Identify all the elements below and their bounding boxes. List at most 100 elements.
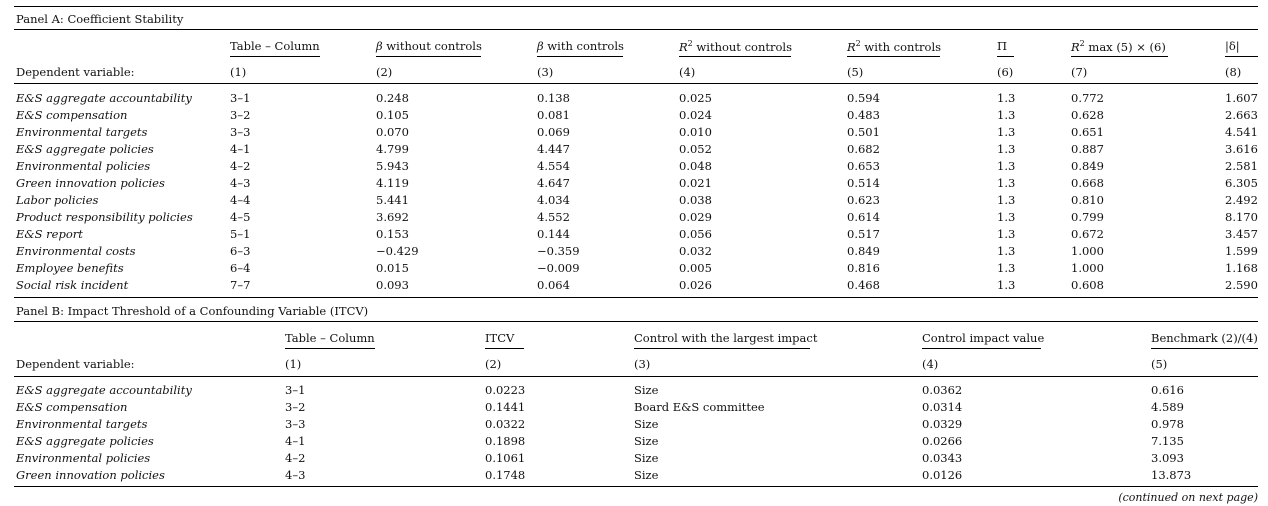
table-cell: 1.168 bbox=[1225, 261, 1258, 275]
panel-b-title: Panel B: Impact Threshold of a Confoundi… bbox=[16, 304, 369, 318]
table-cell: 3–3 bbox=[285, 417, 306, 431]
table-row: Environmental costs 6–3 −0.429 −0.359 0.032 0… bbox=[14, 244, 1258, 261]
header-underline bbox=[922, 348, 1041, 349]
col-header: β with controls bbox=[537, 39, 624, 53]
header-underline bbox=[847, 56, 940, 57]
table-cell: 0.514 bbox=[847, 176, 880, 190]
table-row: Environmental policies 4–2 0.1061 Size 0.034… bbox=[14, 451, 1258, 468]
table-cell: 7–7 bbox=[230, 278, 251, 292]
col-number: (3) bbox=[634, 357, 651, 371]
table-row: E&S aggregate accountability 3–1 0.248 0.13… bbox=[14, 91, 1258, 108]
table-cell: 0.772 bbox=[1071, 91, 1104, 105]
table-cell: 0.029 bbox=[679, 210, 712, 224]
table-cell: 7.135 bbox=[1151, 434, 1184, 448]
table-cell: 6–3 bbox=[230, 244, 251, 258]
header-underline bbox=[1225, 56, 1258, 57]
table-cell: 1.3 bbox=[997, 142, 1016, 156]
table-cell: 3.457 bbox=[1225, 227, 1258, 241]
table-cell: 0.1061 bbox=[485, 451, 526, 465]
panel-a-header-rule bbox=[14, 83, 1258, 84]
table-cell: 2.663 bbox=[1225, 108, 1258, 122]
table-row: E&S compensation 3–2 0.1441 Board E&S commi… bbox=[14, 400, 1258, 417]
table-cell: 4.554 bbox=[537, 159, 570, 173]
table-cell: 0.614 bbox=[847, 210, 880, 224]
table-cell: 1.000 bbox=[1071, 244, 1104, 258]
table-cell: 0.653 bbox=[847, 159, 880, 173]
table-cell: 5.943 bbox=[376, 159, 409, 173]
table-cell: 13.873 bbox=[1151, 468, 1192, 482]
table-cell: Size bbox=[634, 383, 659, 397]
panel-a-title: Panel A: Coefficient Stability bbox=[16, 12, 184, 26]
table-row: Environmental targets 3–3 0.0322 Size 0.0329… bbox=[14, 417, 1258, 434]
table-cell: 0.628 bbox=[1071, 108, 1104, 122]
table-cell: 0.810 bbox=[1071, 193, 1104, 207]
col-header: |δ| bbox=[1225, 39, 1240, 53]
col-header: Control with the largest impact bbox=[634, 331, 818, 345]
table-cell: 0.093 bbox=[376, 278, 409, 292]
col-number: (7) bbox=[1071, 65, 1088, 79]
table-cell: 0.015 bbox=[376, 261, 409, 275]
table-cell: 6–4 bbox=[230, 261, 251, 275]
table-cell: 0.1441 bbox=[485, 400, 526, 414]
header-underline bbox=[1071, 56, 1168, 57]
panel-b-title-rule bbox=[14, 321, 1258, 322]
header-underline bbox=[1151, 348, 1258, 349]
table-cell: 2.581 bbox=[1225, 159, 1258, 173]
col-number: (2) bbox=[376, 65, 393, 79]
col-number: (3) bbox=[537, 65, 554, 79]
table-cell: 1.607 bbox=[1225, 91, 1258, 105]
table-cell: 0.0322 bbox=[485, 417, 526, 431]
table-row: Product responsibility policies 4–5 3.692 4… bbox=[14, 210, 1258, 227]
table-cell: Size bbox=[634, 417, 659, 431]
table-cell: −0.429 bbox=[376, 244, 419, 258]
table-cell: Size bbox=[634, 468, 659, 482]
col-header: ITCV bbox=[485, 331, 515, 345]
table-row: Environmental targets 3–3 0.070 0.069 0.010 0… bbox=[14, 125, 1258, 142]
table-cell: 4–5 bbox=[230, 210, 251, 224]
table-cell: 5–1 bbox=[230, 227, 251, 241]
table-cell: 1.3 bbox=[997, 108, 1016, 122]
table-cell: 0.024 bbox=[679, 108, 712, 122]
table-cell: 0.056 bbox=[679, 227, 712, 241]
table-cell: 0.025 bbox=[679, 91, 712, 105]
table-cell: 0.153 bbox=[376, 227, 409, 241]
top-rule bbox=[14, 6, 1258, 7]
table-cell: 3.692 bbox=[376, 210, 409, 224]
table-cell: 0.517 bbox=[847, 227, 880, 241]
table-cell: 0.608 bbox=[1071, 278, 1104, 292]
table-cell: 1.3 bbox=[997, 176, 1016, 190]
table-cell: 4–2 bbox=[230, 159, 251, 173]
table-cell: 4–3 bbox=[230, 176, 251, 190]
table-cell: 0.816 bbox=[847, 261, 880, 275]
col-number: (4) bbox=[922, 357, 939, 371]
table-cell: 4–1 bbox=[230, 142, 251, 156]
table-cell: 0.1748 bbox=[485, 468, 526, 482]
table-cell: 0.021 bbox=[679, 176, 712, 190]
table-cell: 1.3 bbox=[997, 125, 1016, 139]
col-header: R2 with controls bbox=[847, 39, 942, 54]
table-cell: 0.849 bbox=[1071, 159, 1104, 173]
row-label: Employee benefits bbox=[16, 261, 124, 275]
col-header: Control impact value bbox=[922, 331, 1045, 345]
table-cell: 0.052 bbox=[679, 142, 712, 156]
table-cell: 0.672 bbox=[1071, 227, 1104, 241]
col-header: R2 without controls bbox=[679, 39, 792, 54]
col-number: (6) bbox=[997, 65, 1014, 79]
table-row: Green innovation policies 4–3 0.1748 Size 0.… bbox=[14, 468, 1258, 485]
row-label: Environmental costs bbox=[16, 244, 136, 258]
table-cell: 4.447 bbox=[537, 142, 570, 156]
col-number: (1) bbox=[230, 65, 247, 79]
table-cell: 0.032 bbox=[679, 244, 712, 258]
dep-var-label: Dependent variable: bbox=[16, 357, 135, 371]
table-cell: Board E&S committee bbox=[634, 400, 765, 414]
table-cell: 0.682 bbox=[847, 142, 880, 156]
col-header: β without controls bbox=[376, 39, 482, 53]
table-cell: 0.081 bbox=[537, 108, 570, 122]
row-label: Labor policies bbox=[16, 193, 99, 207]
table-cell: 4.552 bbox=[537, 210, 570, 224]
row-label: E&S aggregate policies bbox=[16, 434, 154, 448]
table-cell: 0.069 bbox=[537, 125, 570, 139]
header-underline bbox=[634, 348, 810, 349]
table-cell: 4.541 bbox=[1225, 125, 1258, 139]
table-cell: Size bbox=[634, 434, 659, 448]
